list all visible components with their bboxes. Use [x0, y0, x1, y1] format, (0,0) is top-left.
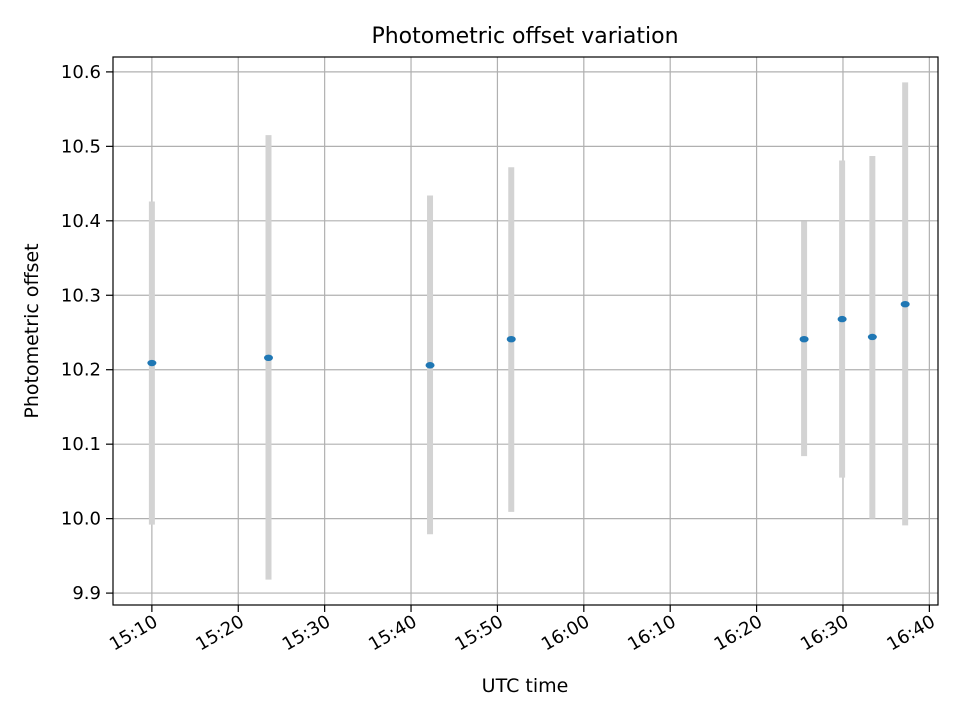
- tick-layer: 15:10 15:20 15:30 15:40 15:50 16:00 16:10 16:20…: [61, 62, 939, 655]
- data-point: [799, 335, 809, 343]
- y-tick-label: 10.6: [61, 62, 101, 83]
- data-point: [425, 362, 435, 369]
- x-tick-label: 16:20: [711, 611, 766, 655]
- y-tick-label: 10.4: [61, 211, 101, 232]
- y-axis-label: Photometric offset: [21, 243, 43, 418]
- x-tick-label: 15:20: [192, 611, 247, 655]
- y-tick-label: 9.9: [72, 583, 101, 604]
- x-axis-label: UTC time: [482, 675, 569, 697]
- y-tick-label: 10.5: [61, 136, 101, 157]
- data-point: [867, 333, 877, 341]
- x-tick-label: 15:50: [451, 611, 506, 655]
- data-point: [900, 300, 910, 308]
- data-point: [263, 354, 273, 362]
- chart-title: Photometric offset variation: [371, 24, 678, 49]
- x-tick-label: 16:00: [538, 611, 593, 655]
- point-layer: [147, 300, 910, 369]
- data-point: [147, 359, 157, 367]
- data-point: [837, 315, 847, 323]
- grid-layer: [113, 57, 938, 605]
- x-tick-label: 15:40: [365, 611, 420, 655]
- x-tick-label: 15:10: [106, 611, 161, 655]
- x-tick-label: 16:40: [883, 611, 938, 655]
- y-tick-label: 10.1: [61, 434, 101, 455]
- errorbar-layer: [148, 82, 909, 580]
- y-tick-label: 10.2: [61, 360, 101, 381]
- plot-frame: [112, 56, 939, 606]
- y-tick-label: 10.0: [61, 509, 101, 530]
- x-tick-label: 15:30: [279, 611, 334, 655]
- y-tick-label: 10.3: [61, 285, 101, 306]
- x-tick-label: 16:10: [624, 611, 679, 655]
- data-point: [506, 335, 516, 343]
- x-tick-label: 16:30: [797, 611, 852, 655]
